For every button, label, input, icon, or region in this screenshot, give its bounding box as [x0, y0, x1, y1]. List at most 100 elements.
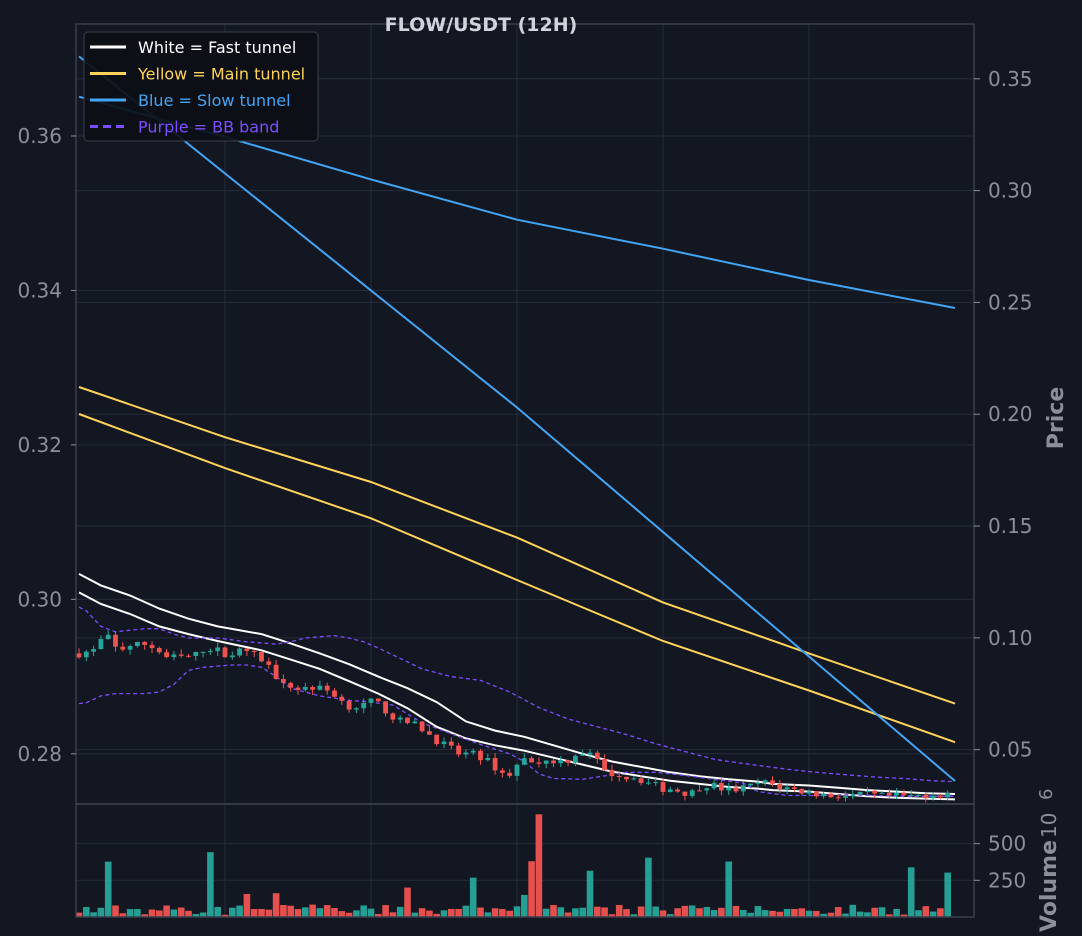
candle-body: [704, 788, 710, 791]
volume-bars: [75, 814, 951, 917]
volume-bar: [484, 912, 492, 917]
candle-body: [726, 787, 732, 791]
volume-bar: [608, 914, 616, 917]
candle-body: [83, 651, 89, 658]
volume-tick-label: 500: [988, 832, 1026, 856]
chart-title: FLOW/USDT (12H): [385, 14, 578, 36]
candle-body: [178, 654, 184, 656]
volume-bar: [90, 912, 97, 917]
volume-bar: [864, 912, 871, 917]
volume-bar: [148, 909, 156, 917]
candle-body: [120, 646, 126, 650]
candle-body: [215, 647, 221, 652]
candle-body: [200, 651, 206, 653]
candle-body: [251, 650, 257, 652]
candle-body: [536, 762, 542, 764]
candle-body: [208, 651, 213, 653]
candle-body: [646, 782, 651, 784]
volume-bar: [177, 907, 185, 917]
candle-body: [310, 687, 315, 690]
volume-bar: [294, 909, 302, 917]
candle-body: [587, 752, 593, 755]
candle-body: [762, 780, 768, 783]
volume-bar: [732, 905, 740, 917]
candle-body: [770, 780, 775, 784]
volume-bar: [207, 852, 214, 917]
candle-body: [835, 797, 841, 799]
candle-body: [689, 790, 695, 796]
volume-bar: [353, 910, 360, 917]
candle-body: [383, 701, 388, 714]
volume-bar: [112, 905, 119, 917]
candle-body: [339, 696, 345, 701]
volume-bar: [323, 905, 331, 917]
candle-body: [324, 685, 330, 691]
candle-body: [711, 782, 717, 789]
volume-bar: [396, 906, 404, 917]
volume-axis-label: Volume: [1037, 840, 1062, 932]
candle-body: [573, 755, 578, 763]
candle-body: [930, 795, 936, 799]
candle-body: [478, 750, 483, 761]
candle-body: [368, 698, 374, 703]
candle-body: [543, 760, 549, 764]
series-line-blue: [78, 55, 956, 782]
candle-body: [551, 760, 556, 764]
volume-bar: [813, 910, 820, 917]
candle-body: [792, 787, 797, 789]
candle-body: [127, 646, 133, 650]
candle-body: [288, 682, 294, 688]
left-tick-label: 0.36: [17, 124, 62, 148]
volume-bar: [601, 907, 608, 917]
candle-body: [609, 769, 615, 777]
volume-bar: [221, 914, 229, 917]
candle-body: [850, 794, 856, 797]
right-tick-label: 0.25: [988, 290, 1033, 314]
right-axis-label: Price: [1044, 387, 1069, 449]
right-tick-label: 0.20: [988, 402, 1033, 426]
candle-body: [740, 785, 746, 792]
candle-body: [222, 647, 228, 658]
candle-body: [529, 758, 534, 763]
candle-body: [784, 787, 790, 789]
candle-body: [500, 770, 505, 773]
legend-label: Purple = BB band: [138, 118, 279, 137]
volume-bar: [477, 907, 484, 917]
volume-bar: [170, 909, 178, 917]
volume-bar: [900, 914, 908, 917]
candle-body: [638, 778, 644, 784]
candle-body: [186, 655, 191, 657]
volume-bar: [265, 909, 273, 917]
volume-bar: [915, 910, 922, 917]
volume-bar: [75, 912, 83, 917]
volume-bar: [338, 911, 346, 917]
volume-bar: [805, 910, 813, 917]
volume-bar: [623, 909, 630, 917]
axes: 0.28 0.30 0.32 0.34 0.36 0.05 0.10 0.15 0.20 0.25…: [17, 67, 1032, 893]
volume-bar: [528, 861, 535, 917]
volume-bar: [345, 912, 353, 917]
volume-bar: [243, 893, 251, 917]
volume-bar: [718, 907, 725, 917]
candle-body: [558, 760, 564, 764]
volume-bar: [411, 912, 419, 917]
candle-body: [660, 782, 666, 792]
candle-body: [237, 648, 242, 656]
volume-bar: [754, 906, 762, 917]
volume-bar: [521, 894, 528, 917]
candle-body: [806, 791, 812, 794]
volume-bar: [360, 905, 367, 917]
volume-bar: [272, 893, 280, 917]
candle-body: [594, 752, 600, 760]
candle-body: [631, 778, 637, 780]
candle-body: [894, 792, 899, 796]
volume-bar: [615, 904, 623, 917]
volume-bar: [513, 906, 521, 917]
volume-axis-exponent-base: 10: [1037, 813, 1061, 838]
volume-bar: [878, 907, 886, 917]
volume-bar: [740, 910, 747, 917]
right-tick-label: 0.05: [988, 738, 1033, 762]
candle-body: [419, 721, 425, 732]
volume-bar: [499, 909, 506, 917]
